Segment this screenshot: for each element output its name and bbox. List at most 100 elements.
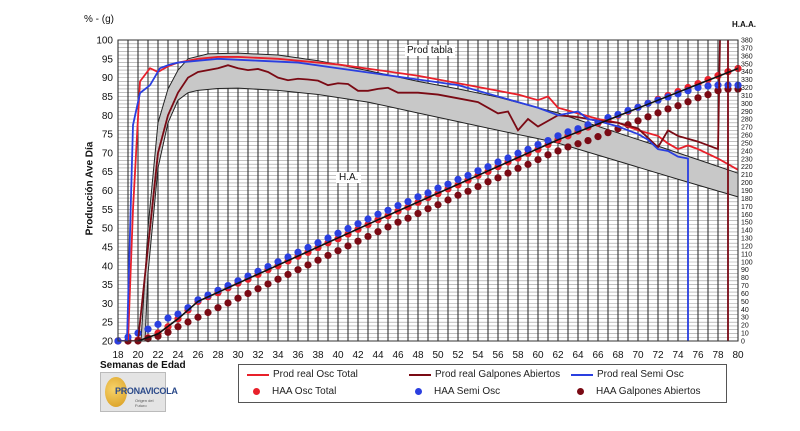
x-tick-label: 78 bbox=[712, 350, 724, 361]
legend-item-prod-semi-osc: Prod real Semi Osc bbox=[571, 369, 684, 380]
dot-haa-semi-osc bbox=[534, 140, 542, 149]
legend-dot-swatch bbox=[253, 388, 260, 395]
y2-tick-label: 50 bbox=[741, 299, 749, 306]
dot-haa-semi-osc bbox=[154, 320, 162, 328]
y2-tick-label: 200 bbox=[741, 180, 753, 187]
y2-tick-label: 90 bbox=[741, 267, 749, 274]
dot-haa-galpones-abiertos bbox=[364, 232, 372, 241]
x-tick-label: 20 bbox=[132, 350, 144, 361]
x-tick-label: 52 bbox=[452, 350, 464, 361]
y2-tick-label: 300 bbox=[741, 101, 753, 108]
dot-haa-semi-osc bbox=[554, 132, 562, 140]
y-tick-label: 40 bbox=[102, 261, 114, 272]
legend-label: HAA Osc Total bbox=[272, 386, 337, 397]
dot-haa-galpones-abiertos bbox=[544, 151, 552, 159]
dot-haa-galpones-abiertos bbox=[174, 323, 182, 331]
dot-haa-semi-osc bbox=[314, 239, 322, 247]
legend-label: Prod real Semi Osc bbox=[597, 369, 684, 380]
y2-tick-label: 190 bbox=[741, 188, 753, 195]
y-tick-label: 100 bbox=[96, 36, 113, 47]
dot-haa-semi-osc bbox=[414, 193, 422, 201]
y2-tick-label: 260 bbox=[741, 133, 753, 140]
x-axis-title: Semanas de Edad bbox=[100, 360, 186, 371]
dot-haa-galpones-abiertos bbox=[604, 129, 612, 137]
y2-tick-label: 80 bbox=[741, 275, 749, 282]
dot-haa-semi-osc bbox=[384, 206, 392, 214]
dot-haa-galpones-abiertos bbox=[334, 247, 342, 255]
x-tick-label: 44 bbox=[372, 350, 384, 361]
y2-tick-label: 230 bbox=[741, 156, 753, 163]
y-tick-label: 45 bbox=[102, 242, 114, 253]
annotation-ha: H.A. bbox=[336, 172, 362, 183]
y2-tick-label: 220 bbox=[741, 164, 753, 171]
x-tick-label: 18 bbox=[112, 350, 124, 361]
dot-haa-semi-osc bbox=[424, 189, 432, 197]
y2-tick-label: 270 bbox=[741, 125, 753, 132]
legend: Prod real Osc Total Prod real Galpones A… bbox=[238, 364, 727, 403]
dot-haa-galpones-abiertos bbox=[694, 94, 702, 102]
line-prod-real-semi-osc bbox=[118, 57, 689, 341]
dot-haa-galpones-abiertos bbox=[264, 280, 272, 288]
dot-haa-galpones-abiertos bbox=[254, 285, 262, 293]
dot-haa-galpones-abiertos bbox=[244, 289, 252, 298]
x-tick-label: 72 bbox=[652, 350, 664, 361]
y2-tick-label: 70 bbox=[741, 283, 749, 290]
dot-haa-semi-osc bbox=[544, 136, 552, 145]
dot-haa-galpones-abiertos bbox=[414, 209, 422, 218]
x-tick-label: 68 bbox=[612, 350, 624, 361]
dot-haa-semi-osc bbox=[504, 154, 512, 162]
dot-haa-semi-osc bbox=[474, 167, 482, 175]
dot-haa-semi-osc bbox=[174, 310, 182, 318]
y2-tick-label: 130 bbox=[741, 236, 753, 243]
dot-haa-galpones-abiertos bbox=[194, 313, 202, 321]
x-tick-label: 60 bbox=[532, 350, 544, 361]
x-tick-label: 56 bbox=[492, 350, 504, 361]
dot-haa-galpones-abiertos bbox=[394, 218, 402, 226]
dot-haa-semi-osc bbox=[704, 82, 712, 90]
x-tick-label: 30 bbox=[232, 350, 244, 361]
y2-tick-label: 360 bbox=[741, 53, 753, 60]
dot-haa-galpones-abiertos bbox=[664, 105, 672, 113]
y2-tick-label: 120 bbox=[741, 243, 753, 250]
dot-haa-semi-osc bbox=[404, 197, 412, 206]
y2-tick-label: 100 bbox=[741, 259, 753, 266]
y2-tick-label: 180 bbox=[741, 196, 753, 203]
dot-haa-galpones-abiertos bbox=[294, 266, 302, 274]
dot-haa-semi-osc bbox=[364, 215, 372, 223]
x-tick-label: 64 bbox=[572, 350, 584, 361]
dot-haa-semi-osc bbox=[394, 201, 402, 210]
y-tick-label: 20 bbox=[102, 337, 114, 348]
dot-haa-galpones-abiertos bbox=[584, 136, 592, 145]
y-axis-title: Producción Ave Día bbox=[84, 141, 96, 236]
dot-haa-semi-osc bbox=[564, 128, 572, 136]
line-haa-tabla bbox=[137, 67, 738, 341]
legend-item-haa-semi-osc: HAA Semi Osc bbox=[409, 386, 500, 397]
annotation-prod-tabla: Prod tabla bbox=[405, 45, 455, 56]
y2-tick-label: 370 bbox=[741, 45, 753, 52]
dot-haa-galpones-abiertos bbox=[504, 169, 512, 177]
dot-haa-semi-osc bbox=[144, 325, 152, 333]
legend-label: HAA Semi Osc bbox=[434, 386, 501, 397]
x-tick-label: 54 bbox=[472, 350, 484, 361]
y-tick-label: 50 bbox=[102, 224, 114, 235]
y2-tick-label: 20 bbox=[741, 323, 749, 330]
y2-tick-label: 240 bbox=[741, 148, 753, 155]
dot-haa-semi-osc bbox=[334, 229, 342, 237]
x-tick-label: 28 bbox=[212, 350, 224, 361]
legend-dot-swatch bbox=[577, 388, 584, 395]
x-tick-label: 58 bbox=[512, 350, 524, 361]
dot-haa-semi-osc bbox=[304, 243, 312, 252]
y2-tick-label: 160 bbox=[741, 212, 753, 219]
y-tick-label: 75 bbox=[102, 130, 114, 141]
dot-haa-semi-osc bbox=[344, 224, 352, 233]
legend-item-haa-galpones: HAA Galpones Abiertos bbox=[571, 386, 701, 397]
dot-haa-galpones-abiertos bbox=[404, 214, 412, 222]
right-axis-title: H.A.A. bbox=[732, 20, 756, 29]
dot-haa-galpones-abiertos bbox=[554, 147, 562, 155]
x-tick-label: 48 bbox=[412, 350, 424, 361]
dot-haa-galpones-abiertos bbox=[534, 156, 542, 164]
dot-haa-galpones-abiertos bbox=[704, 91, 712, 99]
dot-haa-semi-osc bbox=[164, 314, 172, 322]
logo-name: PRONAVICOLA bbox=[115, 386, 178, 396]
y2-tick-label: 170 bbox=[741, 204, 753, 211]
